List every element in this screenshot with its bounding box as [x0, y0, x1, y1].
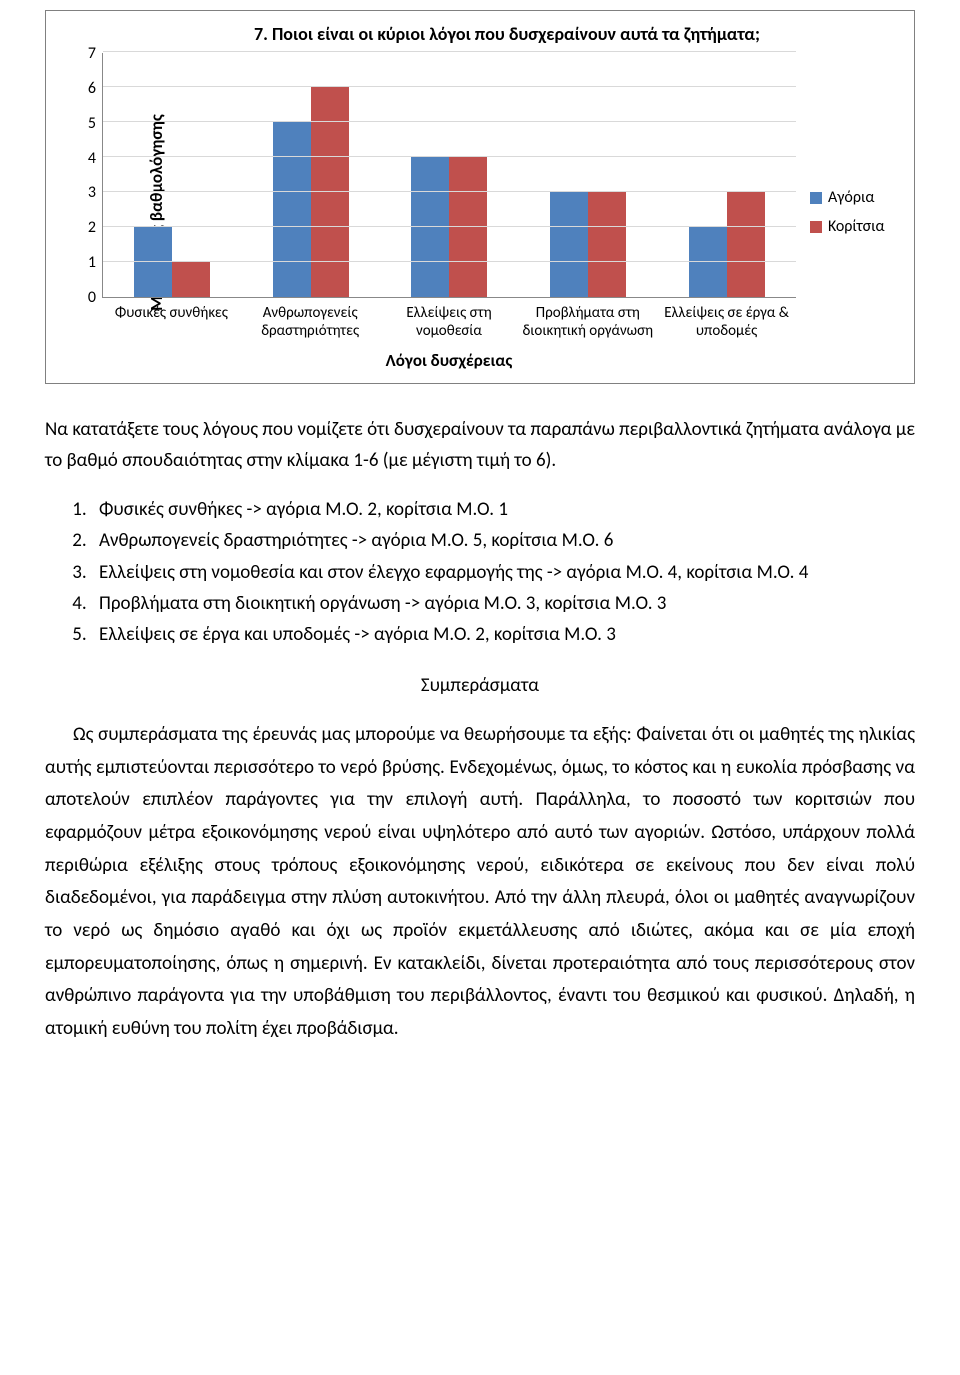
x-axis-label: Λόγοι δυσχέρειας — [102, 350, 796, 371]
grid-line — [103, 156, 796, 157]
plot-column: Φυσικές συνθήκεςΑνθρωπογενείς δραστηριότ… — [102, 53, 796, 371]
bar — [134, 227, 172, 297]
bar — [172, 262, 210, 297]
legend-item: Κορίτσια — [810, 217, 906, 236]
x-axis-ticks: Φυσικές συνθήκεςΑνθρωπογενείς δραστηριότ… — [102, 304, 796, 340]
legend-label: Αγόρια — [828, 188, 874, 207]
y-tick: 1 — [80, 253, 96, 272]
y-tick: 4 — [80, 149, 96, 168]
grid-line — [103, 121, 796, 122]
x-tick: Προβλήματα στη διοικητική οργάνωση — [518, 304, 657, 340]
x-tick: Ελλείψεις στη νομοθεσία — [380, 304, 519, 340]
conclusions-paragraph: Ως συμπεράσματα της έρευνάς μας μπορούμε… — [45, 719, 915, 1046]
results-list: Φυσικές συνθήκες -> αγόρια Μ.Ο. 2, κορίτ… — [91, 495, 915, 650]
grid-line — [103, 261, 796, 262]
bar — [449, 157, 487, 297]
bar — [411, 157, 449, 297]
bar-group — [103, 227, 242, 297]
y-tick: 6 — [80, 79, 96, 98]
y-axis-ticks: 01234567 — [80, 53, 102, 371]
x-tick: Ελλείψεις σε έργα & υποδομές — [657, 304, 796, 340]
list-item: Προβλήματα στη διοικητική οργάνωση -> αγ… — [91, 589, 915, 618]
y-tick: 5 — [80, 114, 96, 133]
chart-container: 7. Ποιοι είναι οι κύριοι λόγοι που δυσχε… — [45, 10, 915, 384]
bar — [689, 227, 727, 297]
x-tick: Ανθρωπογενείς δραστηριότητες — [241, 304, 380, 340]
y-tick: 7 — [80, 44, 96, 63]
grid-line — [103, 191, 796, 192]
chart-body: Μέσος όρος βαθμολόγησης 01234567 Φυσικές… — [58, 53, 906, 371]
legend-label: Κορίτσια — [828, 217, 885, 236]
bar — [727, 192, 765, 297]
bar-group — [657, 192, 796, 297]
plot-area — [102, 53, 796, 298]
bar-group — [519, 192, 658, 297]
chart-legend: Αγόρια Κορίτσια — [796, 53, 906, 371]
y-tick: 0 — [80, 288, 96, 307]
list-item: Ελλείψεις στη νομοθεσία και στον έλεγχο … — [91, 558, 915, 587]
list-item: Ανθρωπογενείς δραστηριότητες -> αγόρια Μ… — [91, 526, 915, 555]
grid-line — [103, 51, 796, 52]
grid-line — [103, 226, 796, 227]
legend-swatch — [810, 192, 822, 204]
bar-group — [380, 157, 519, 297]
x-tick: Φυσικές συνθήκες — [102, 304, 241, 340]
y-tick: 3 — [80, 183, 96, 202]
y-axis-label-wrap: Μέσος όρος βαθμολόγησης — [58, 53, 80, 371]
list-item: Φυσικές συνθήκες -> αγόρια Μ.Ο. 2, κορίτ… — [91, 495, 915, 524]
bar — [588, 192, 626, 297]
legend-swatch — [810, 221, 822, 233]
conclusions-heading: Συμπεράσματα — [45, 674, 915, 697]
bar — [550, 192, 588, 297]
legend-item: Αγόρια — [810, 188, 906, 207]
list-item: Ελλείψεις σε έργα και υποδομές -> αγόρια… — [91, 620, 915, 649]
bar-group — [242, 87, 381, 297]
y-tick: 2 — [80, 218, 96, 237]
intro-paragraph: Να κατατάξετε τους λόγους που νομίζετε ό… — [45, 414, 915, 477]
bar — [273, 122, 311, 297]
chart-title: 7. Ποιοι είναι οι κύριοι λόγοι που δυσχε… — [58, 23, 906, 45]
bar — [311, 87, 349, 297]
grid-line — [103, 86, 796, 87]
